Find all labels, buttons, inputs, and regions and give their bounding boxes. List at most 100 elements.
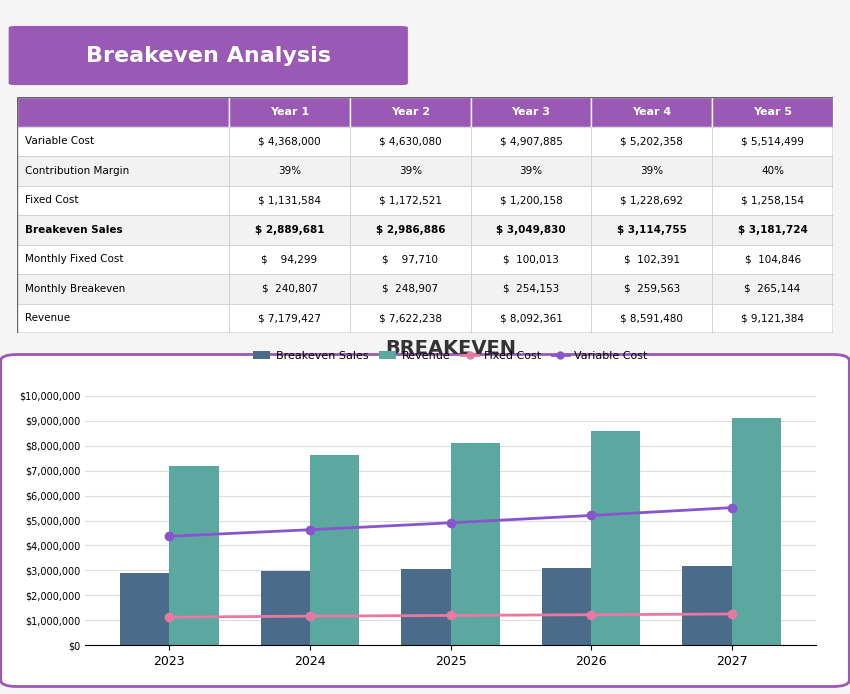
Text: $ 5,202,358: $ 5,202,358 — [620, 137, 683, 146]
Bar — [17, 126, 230, 156]
Fixed Cost — [164, 613, 174, 621]
Fixed Cost — [445, 611, 456, 620]
Bar — [450, 443, 500, 645]
Bar — [310, 455, 359, 645]
Bar — [17, 156, 230, 186]
Text: Monthly Fixed Cost: Monthly Fixed Cost — [26, 255, 123, 264]
Text: $  254,153: $ 254,153 — [503, 284, 559, 294]
Text: $ 3,181,724: $ 3,181,724 — [738, 225, 807, 235]
Bar — [17, 245, 230, 274]
Text: $ 4,630,080: $ 4,630,080 — [379, 137, 442, 146]
Bar — [592, 304, 712, 333]
Line: Fixed Cost: Fixed Cost — [165, 610, 736, 621]
Text: $ 1,131,584: $ 1,131,584 — [258, 196, 321, 205]
Fixed Cost — [586, 611, 596, 619]
Bar — [592, 274, 712, 304]
Bar — [230, 215, 350, 245]
Bar — [592, 97, 712, 126]
Bar — [471, 274, 592, 304]
Text: 39%: 39% — [640, 166, 663, 176]
Text: $ 2,889,681: $ 2,889,681 — [255, 225, 325, 235]
Bar — [230, 97, 350, 126]
Bar — [712, 245, 833, 274]
FancyBboxPatch shape — [1, 355, 849, 686]
Bar — [350, 274, 471, 304]
Bar — [230, 186, 350, 215]
Bar — [350, 97, 471, 126]
Bar — [471, 245, 592, 274]
Bar — [712, 97, 833, 126]
Bar — [350, 186, 471, 215]
Text: $  265,144: $ 265,144 — [745, 284, 801, 294]
Legend: Breakeven Sales, Revenue, Fixed Cost, Variable Cost: Breakeven Sales, Revenue, Fixed Cost, Va… — [249, 346, 652, 365]
FancyBboxPatch shape — [9, 26, 407, 85]
Text: $ 4,907,885: $ 4,907,885 — [500, 137, 563, 146]
Text: Breakeven Analysis: Breakeven Analysis — [86, 46, 331, 65]
Text: $    94,299: $ 94,299 — [262, 255, 318, 264]
Text: $ 8,591,480: $ 8,591,480 — [620, 314, 683, 323]
Bar — [592, 156, 712, 186]
Fixed Cost — [305, 612, 315, 620]
Bar — [712, 186, 833, 215]
Bar — [592, 186, 712, 215]
Bar — [230, 245, 350, 274]
Text: Revenue: Revenue — [26, 314, 71, 323]
Bar — [471, 304, 592, 333]
Text: $ 1,172,521: $ 1,172,521 — [379, 196, 442, 205]
Text: Fixed Cost: Fixed Cost — [26, 196, 79, 205]
Title: BREAKEVEN: BREAKEVEN — [385, 339, 516, 358]
Bar — [542, 568, 591, 645]
Bar — [350, 304, 471, 333]
Bar — [17, 274, 230, 304]
Text: Year 4: Year 4 — [632, 107, 672, 117]
Text: $  248,907: $ 248,907 — [382, 284, 439, 294]
Bar — [230, 304, 350, 333]
Text: $ 3,114,755: $ 3,114,755 — [617, 225, 687, 235]
Text: $ 1,258,154: $ 1,258,154 — [741, 196, 804, 205]
Text: $  259,563: $ 259,563 — [624, 284, 680, 294]
Text: Year 3: Year 3 — [512, 107, 551, 117]
Text: Variable Cost: Variable Cost — [26, 137, 94, 146]
Text: Year 1: Year 1 — [270, 107, 309, 117]
Bar — [471, 97, 592, 126]
Text: $ 2,986,886: $ 2,986,886 — [376, 225, 445, 235]
Bar — [350, 245, 471, 274]
Text: $ 8,092,361: $ 8,092,361 — [500, 314, 563, 323]
Bar — [712, 304, 833, 333]
Text: Breakeven Sales: Breakeven Sales — [26, 225, 122, 235]
Text: $ 1,200,158: $ 1,200,158 — [500, 196, 563, 205]
Bar — [471, 126, 592, 156]
Text: $ 7,179,427: $ 7,179,427 — [258, 314, 321, 323]
Bar — [120, 573, 169, 645]
Text: 39%: 39% — [399, 166, 422, 176]
Bar — [732, 418, 781, 645]
Bar — [471, 215, 592, 245]
Bar — [591, 431, 640, 645]
Bar — [683, 566, 732, 645]
Text: $  100,013: $ 100,013 — [503, 255, 559, 264]
Line: Variable Cost: Variable Cost — [165, 503, 736, 541]
Text: $ 9,121,384: $ 9,121,384 — [741, 314, 804, 323]
Text: $  104,846: $ 104,846 — [745, 255, 801, 264]
Bar — [471, 186, 592, 215]
Text: $ 3,049,830: $ 3,049,830 — [496, 225, 566, 235]
Bar — [592, 126, 712, 156]
Text: 40%: 40% — [761, 166, 784, 176]
Bar — [712, 156, 833, 186]
Bar — [261, 570, 310, 645]
Text: $ 4,368,000: $ 4,368,000 — [258, 137, 320, 146]
Text: $  102,391: $ 102,391 — [624, 255, 680, 264]
Variable Cost — [305, 525, 315, 534]
Text: 39%: 39% — [278, 166, 301, 176]
Variable Cost — [727, 503, 737, 511]
Bar — [169, 466, 218, 645]
Bar — [592, 215, 712, 245]
Variable Cost — [164, 532, 174, 541]
Bar — [401, 569, 451, 645]
Fixed Cost — [727, 610, 737, 618]
Bar — [712, 274, 833, 304]
Bar — [471, 156, 592, 186]
Text: $  240,807: $ 240,807 — [262, 284, 318, 294]
Text: $ 7,622,238: $ 7,622,238 — [379, 314, 442, 323]
Bar — [350, 215, 471, 245]
